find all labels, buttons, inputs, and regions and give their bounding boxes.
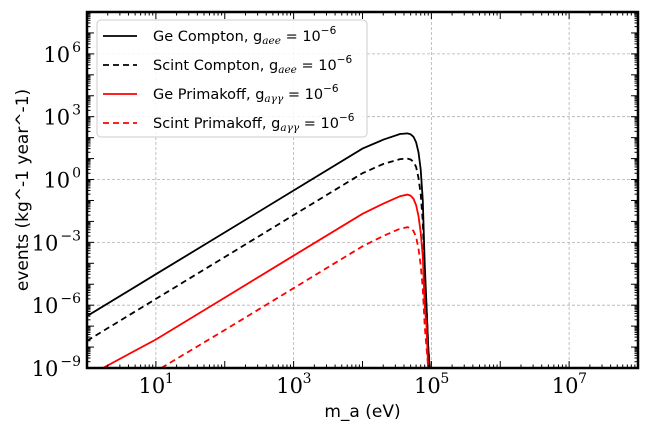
- legend-box: [96, 19, 368, 138]
- y-tick-exponent: 0: [72, 166, 81, 182]
- y-tick-label: 10: [43, 169, 70, 193]
- legend: Ge Compton, gaee = 10−6 Scint Compton, ga…: [96, 19, 368, 138]
- y-axis-label: events (kg^-1 year^-1): [13, 89, 33, 291]
- y-tick-exponent: −6: [60, 291, 81, 307]
- x-tick-exponent: 1: [165, 371, 174, 387]
- y-tick-exponent: −9: [60, 354, 81, 370]
- x-tick-label: 10: [139, 374, 166, 398]
- x-tick-label: 10: [276, 374, 303, 398]
- y-tick-exponent: −3: [60, 228, 81, 244]
- y-tick-label: 10: [43, 106, 70, 130]
- y-tick-label: 10: [32, 231, 59, 255]
- legend-label-3: Scint Primakoff, gaγγ = 10−6: [153, 112, 355, 134]
- series-line-2: [102, 193, 430, 368]
- legend-label-1: Scint Compton, gaee = 10−6: [153, 54, 353, 76]
- legend-label-2: Ge Primakoff, gaγγ = 10−6: [153, 83, 339, 105]
- y-tick-exponent: 6: [72, 40, 81, 56]
- y-tick-label: 10: [32, 294, 59, 318]
- series-lines: [87, 132, 431, 368]
- legend-label-0: Ge Compton, gaee = 10−6: [153, 25, 337, 47]
- x-axis-label: m_a (eV): [324, 402, 400, 422]
- x-tick-label: 10: [414, 374, 441, 398]
- series-line-0: [87, 132, 431, 368]
- y-tick-label: 10: [43, 43, 70, 67]
- y-tick-label: 10: [32, 357, 59, 381]
- x-tick-exponent: 3: [303, 371, 312, 387]
- x-tick-exponent: 5: [440, 371, 449, 387]
- series-line-1: [87, 157, 431, 368]
- series-line-3: [160, 226, 430, 368]
- x-tick-label: 10: [552, 374, 579, 398]
- y-tick-exponent: 3: [72, 103, 81, 119]
- axis-ticks: [86, 11, 639, 369]
- x-tick-exponent: 7: [578, 371, 587, 387]
